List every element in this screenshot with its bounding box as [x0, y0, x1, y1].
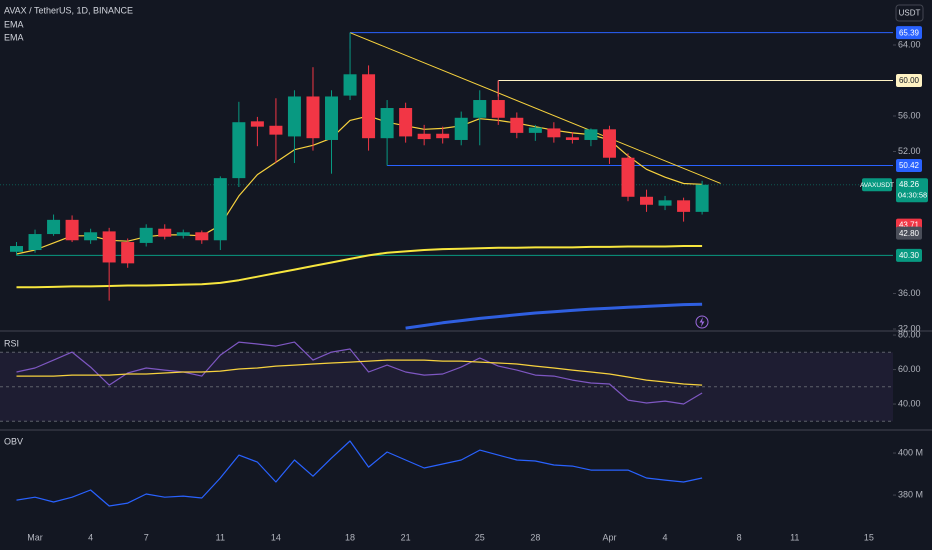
candle-body	[621, 157, 635, 197]
candle-body	[473, 100, 487, 118]
candle-body	[658, 200, 672, 206]
candle-body	[510, 117, 524, 133]
candle-body	[213, 178, 227, 241]
currency-button[interactable]	[895, 4, 924, 22]
candle-body	[343, 74, 357, 96]
candle-body	[10, 246, 23, 252]
price-tag	[896, 159, 922, 173]
candle-body	[195, 232, 209, 241]
candle-body	[602, 129, 616, 158]
candle-body	[695, 184, 709, 212]
x-tick-label: 4	[663, 532, 668, 542]
indicator-line	[16, 359, 703, 386]
legend-entry: EMA	[4, 19, 24, 29]
x-tick-label: 28	[530, 532, 540, 542]
price-tag-label: 42.80	[899, 229, 920, 238]
y-tick-label: 80.00	[898, 329, 921, 339]
price-tag-label: 60.00	[899, 76, 920, 85]
price-tag	[896, 248, 922, 262]
x-tick-label: Apr	[602, 532, 616, 542]
legend-entry: EMA	[4, 32, 24, 42]
candle-body	[47, 219, 61, 235]
y-tick-label: 64.00	[898, 39, 921, 49]
candle-body	[491, 100, 505, 118]
y-tick-label: 36.00	[898, 288, 921, 298]
candle-body	[417, 133, 431, 140]
pane-title: OBV	[4, 436, 23, 446]
price-tag-label: 40.30	[899, 251, 920, 260]
x-tick-label: 18	[345, 532, 355, 542]
candle-body	[269, 125, 283, 135]
candle-body	[306, 96, 320, 139]
last-price-label: 48.26	[899, 180, 920, 189]
x-tick-label: 15	[864, 532, 874, 542]
candle-body	[232, 122, 246, 179]
indicator-line	[16, 440, 703, 507]
price-tag-label: 43.71	[899, 221, 920, 230]
price-tag	[896, 226, 922, 240]
price-tag	[896, 74, 922, 88]
candle-body	[677, 200, 691, 212]
indicator-line	[405, 302, 703, 330]
candle-body	[380, 108, 394, 139]
y-tick-label: 60.00	[898, 364, 921, 374]
candle-body	[547, 128, 561, 138]
x-tick-label: Mar	[27, 532, 43, 542]
candle-body	[528, 127, 542, 133]
chart-title: AVAX / TetherUS, 1D, BINANCE	[4, 5, 133, 15]
trend-line	[349, 32, 721, 184]
candle-body	[565, 137, 579, 140]
y-tick-label: 52.00	[898, 146, 921, 156]
indicator-line	[16, 341, 703, 405]
candle-body	[121, 242, 135, 264]
last-price-tag	[896, 178, 928, 203]
x-tick-label: 11	[790, 532, 799, 542]
candle-body	[84, 232, 98, 241]
candle-body	[139, 227, 153, 243]
candle-body	[362, 74, 376, 139]
countdown-label: 04:30:58	[898, 191, 927, 200]
x-tick-label: 21	[401, 532, 411, 542]
candle-body	[325, 96, 339, 140]
y-tick-label: 32.00	[898, 323, 921, 333]
pane-title: RSI	[4, 338, 19, 348]
price-tag	[896, 26, 922, 40]
y-tick-label: 56.00	[898, 110, 921, 120]
y-tick-label: 40.00	[898, 398, 921, 408]
symbol-tag-label: AVAXUSDT	[860, 182, 894, 189]
alert-icon[interactable]	[695, 315, 709, 329]
candle-body	[176, 232, 190, 236]
candle-body	[65, 219, 79, 241]
candle-body	[436, 133, 450, 139]
price-tag-label: 65.39	[899, 28, 920, 37]
candle-body	[102, 231, 116, 263]
indicator-line	[16, 245, 703, 289]
candle-body	[287, 96, 301, 137]
x-tick-label: 11	[216, 532, 225, 542]
x-tick-label: 25	[475, 532, 485, 542]
currency-label: USDT	[899, 9, 921, 18]
y-tick-label: 380 M	[898, 489, 923, 499]
candle-body	[28, 234, 42, 251]
x-tick-label: 8	[737, 532, 742, 542]
candle-body	[250, 121, 264, 127]
candle-body	[584, 129, 598, 140]
price-tag-label: 50.42	[899, 161, 920, 170]
candle-body	[158, 228, 172, 237]
candle-body	[399, 108, 413, 137]
candle-body	[640, 196, 654, 205]
candle-body	[454, 117, 468, 140]
x-tick-label: 7	[144, 532, 149, 542]
x-tick-label: 14	[271, 532, 281, 542]
y-tick-label: 400 M	[898, 447, 923, 457]
x-tick-label: 4	[88, 532, 93, 542]
symbol-tag	[862, 178, 892, 192]
